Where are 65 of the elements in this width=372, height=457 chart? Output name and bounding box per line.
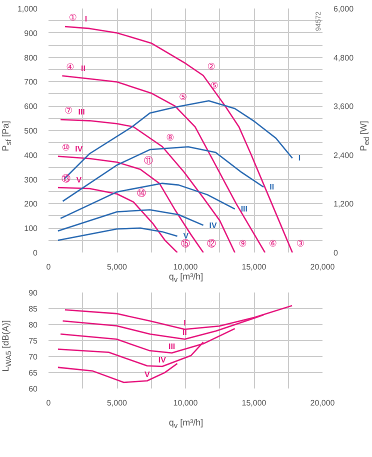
annotation: ⑦ — [64, 106, 73, 117]
y-tick-label: 85 — [28, 304, 38, 314]
y2-tick-label: 6,000 — [334, 4, 354, 14]
series-label: II — [80, 64, 86, 73]
y-tick-label: 70 — [28, 352, 38, 362]
y2-tick-label: 3,600 — [334, 102, 354, 112]
x-tick-label: 0 — [46, 262, 52, 272]
y-tick-label: 75 — [28, 336, 38, 346]
annotation: ⑫ — [206, 238, 216, 250]
y-tick-label: 60 — [28, 384, 38, 394]
series-label: I — [298, 154, 301, 163]
x-tick-label: 5,000 — [106, 398, 128, 408]
annotation: ⑥ — [268, 240, 278, 250]
annotation: ⑪ — [144, 155, 153, 166]
x-tick-label: 20,000 — [310, 262, 336, 272]
annotation: ④ — [66, 62, 74, 73]
annotation: ⑩ — [62, 143, 70, 154]
annotation: ② — [207, 62, 216, 73]
y2-tick-label: 0 — [334, 248, 338, 258]
x-tick-label: 5,000 — [106, 262, 128, 272]
series-label: V — [76, 176, 82, 185]
x-axis-title: q$_{v}$ [m³/h] — [168, 270, 204, 286]
annotation: ③ — [296, 240, 304, 250]
y-tick-label: 600 — [24, 102, 38, 112]
annotation: ⑤ — [179, 93, 188, 104]
y-tick-label: 500 — [24, 126, 38, 136]
x-tick-label: 10,000 — [173, 262, 198, 272]
y-tick-label: 900 — [24, 28, 38, 38]
series-label: V — [144, 370, 150, 379]
y-tick-label: 0 — [33, 248, 38, 258]
annotation: ⑬ — [61, 174, 70, 185]
x-tick-label: 10,000 — [173, 398, 198, 408]
series-label: I — [84, 14, 88, 24]
y-tick-label: 800 — [24, 53, 38, 62]
series-label: IV — [75, 144, 84, 154]
y-tick-label: 400 — [24, 150, 38, 160]
series-label: IV — [158, 355, 167, 364]
annotation: ⑮ — [180, 238, 190, 250]
annotation: ⑧ — [166, 134, 174, 144]
y2-tick-label: 2,400 — [334, 150, 354, 160]
x-axis-title: q$_{v}$ [m³/h] — [168, 416, 204, 432]
series-label: I — [184, 318, 186, 328]
x-tick-label: 20,000 — [310, 398, 336, 408]
y-tick-label: 65 — [28, 368, 38, 378]
series-label: III — [168, 342, 176, 351]
annotation: ① — [68, 14, 77, 24]
y-tick-label: 700 — [24, 78, 38, 87]
y2-tick-label: 1,200 — [334, 200, 354, 209]
series-label: II — [270, 182, 274, 192]
series-label: III — [240, 204, 248, 214]
y-tick-label: 90 — [28, 288, 38, 298]
x-tick-label: 0 — [46, 398, 52, 408]
x-tick-label: 15,000 — [242, 398, 267, 408]
series-label: III — [78, 108, 85, 117]
annotation: ⑨ — [238, 240, 247, 250]
x-tick-label: 15,000 — [242, 262, 267, 272]
y-tick-label: 100 — [24, 224, 38, 234]
y-tick-label: 80 — [28, 320, 38, 330]
series-label: IV — [209, 220, 218, 230]
y-tick-label: 1,000 — [17, 4, 38, 14]
annotation: ⑭ — [136, 188, 146, 199]
y-tick-label: 200 — [24, 200, 38, 209]
y2-tick-label: 4,800 — [334, 53, 354, 62]
series-label: II — [182, 328, 187, 338]
y-tick-label: 300 — [24, 175, 38, 184]
